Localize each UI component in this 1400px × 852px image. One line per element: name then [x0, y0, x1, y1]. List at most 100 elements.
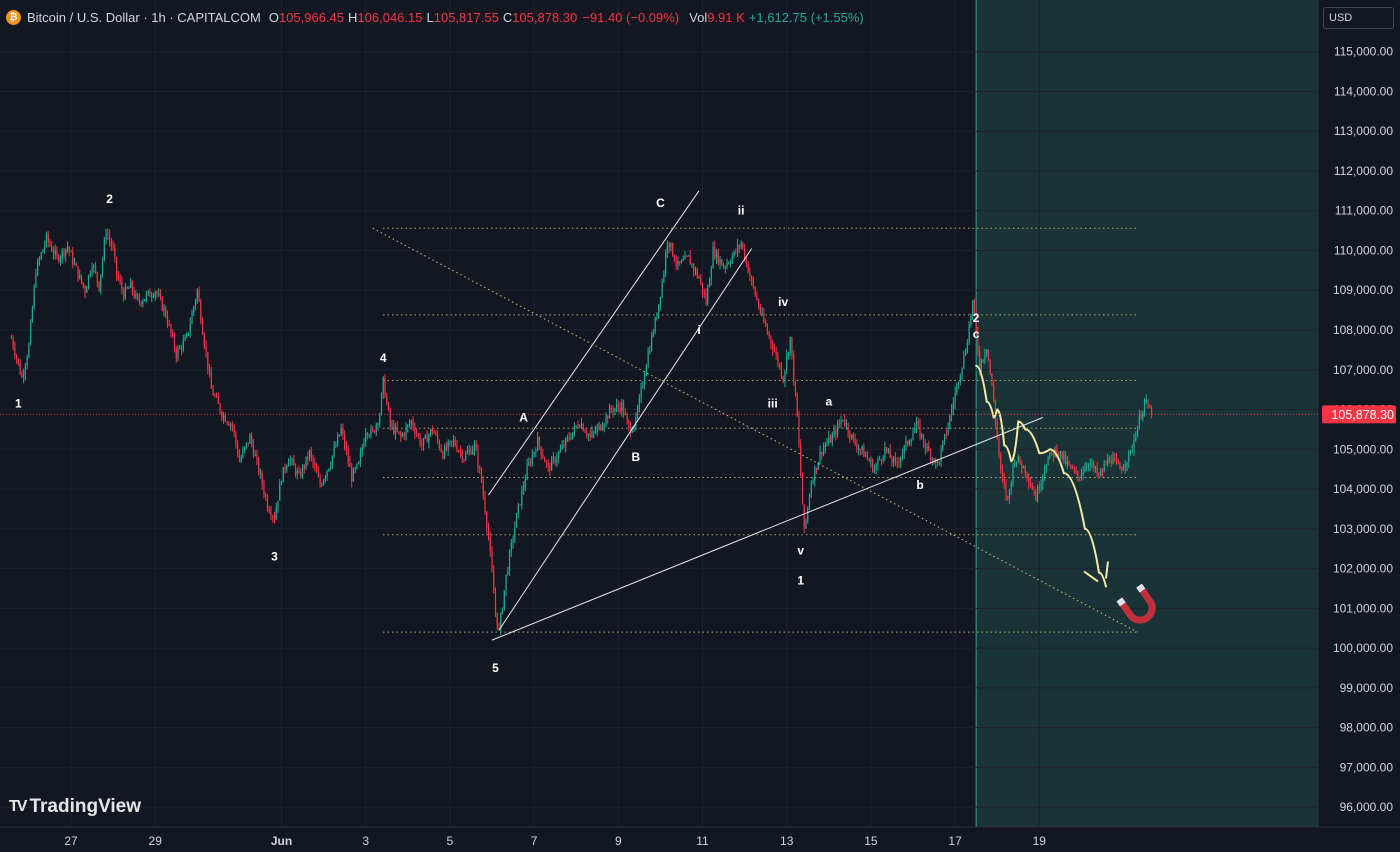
candle-body [898, 462, 900, 464]
candle-body [254, 455, 256, 457]
candle-body [1107, 458, 1109, 465]
tradingview-watermark[interactable]: TV TradingView [9, 796, 141, 818]
candle-body [733, 251, 735, 257]
candle-body [414, 427, 416, 434]
candle-body [717, 251, 719, 264]
candle-body [89, 273, 91, 276]
candle-body [666, 242, 669, 254]
price-tick-label: 111,000.00 [1335, 204, 1394, 218]
price-tick-label: 101,000.00 [1333, 601, 1393, 615]
candle-body [1084, 467, 1086, 473]
candle-body [31, 307, 34, 323]
candle-body [729, 262, 732, 264]
candle-body [758, 299, 760, 308]
candle-body [442, 451, 444, 459]
candle-body [552, 457, 554, 459]
candle-body [144, 299, 146, 302]
candle-body [617, 404, 619, 408]
candle-body [861, 446, 863, 450]
candle-body [875, 464, 877, 470]
candle-body [237, 443, 239, 455]
candle-body [596, 427, 598, 432]
candle-body [907, 440, 909, 445]
candle-body [319, 476, 321, 486]
price-tick-label: 104,000.00 [1333, 482, 1393, 496]
candle-body [740, 242, 742, 247]
price-tick-label: 109,000.00 [1333, 283, 1393, 297]
candle-body [786, 355, 788, 371]
symbol-title[interactable]: Bitcoin / U.S. Dollar · 1h · CAPITALCOM [27, 9, 261, 25]
candle-body [196, 289, 198, 301]
candle-body [628, 420, 630, 427]
magnet-tip-left [1116, 597, 1126, 607]
candle-body [438, 440, 440, 449]
candle-body [980, 360, 983, 370]
candle-body [1082, 472, 1084, 475]
candle-body [379, 414, 381, 424]
candle-body [412, 420, 414, 428]
candle-body [182, 340, 184, 350]
candle-body [168, 324, 170, 326]
candle-body [521, 490, 523, 506]
wave-label: 1 [797, 573, 804, 587]
candle-body [77, 266, 79, 279]
candle-body [321, 484, 323, 486]
candle-body [233, 425, 235, 433]
candle-body [235, 432, 237, 444]
candle-body [110, 240, 112, 247]
candle-body [993, 385, 995, 402]
trendline-rising-support [491, 417, 1043, 641]
candle-body [529, 462, 532, 464]
price-tick-label: 108,000.00 [1333, 323, 1393, 337]
candle-body [1114, 457, 1116, 459]
candle-body [526, 464, 528, 480]
candle-body [719, 259, 721, 264]
candle-body [1068, 462, 1070, 465]
candle-body [375, 424, 377, 433]
currency-selector[interactable]: USD [1323, 7, 1394, 29]
candle-body [580, 423, 583, 427]
candle-body [223, 415, 225, 419]
candle-body [565, 438, 567, 447]
candle-body [444, 446, 446, 459]
candle-body [479, 467, 481, 469]
candle-body [373, 430, 376, 433]
candle-body [1043, 470, 1046, 476]
candle-body [180, 347, 183, 350]
candle-body [498, 626, 500, 630]
candle-body [894, 457, 897, 462]
candle-body [1019, 456, 1021, 464]
candle-body [186, 333, 188, 337]
candle-body [1143, 400, 1146, 412]
candle-body [359, 452, 362, 463]
candle-body [1098, 474, 1100, 476]
candle-body [305, 456, 307, 468]
candle-body [314, 463, 316, 467]
time-axis [0, 827, 1400, 852]
candle-body [919, 424, 921, 438]
candle-body [1087, 464, 1090, 467]
candle-body [563, 445, 565, 447]
time-tick-label: 17 [948, 834, 962, 848]
price-tick-label: 110,000.00 [1334, 243, 1393, 257]
candle-body [842, 419, 844, 421]
trendline-descending-dotted [372, 227, 1138, 633]
last-price-badge [1322, 405, 1396, 424]
candle-body [422, 438, 425, 446]
candle-body [477, 450, 479, 468]
candle-body [921, 434, 923, 438]
time-tick-label: 19 [1033, 834, 1047, 848]
candle-body [682, 259, 684, 261]
candle-body [831, 435, 833, 443]
candle-body [966, 342, 968, 353]
candle-body [1079, 477, 1081, 479]
candle-body [291, 459, 293, 461]
candle-body [889, 449, 891, 458]
candle-body [608, 407, 611, 419]
candle-body [968, 324, 970, 343]
candle-body [1073, 468, 1075, 471]
candle-body [547, 462, 549, 466]
candle-body [731, 256, 733, 263]
candle-body [203, 334, 205, 347]
